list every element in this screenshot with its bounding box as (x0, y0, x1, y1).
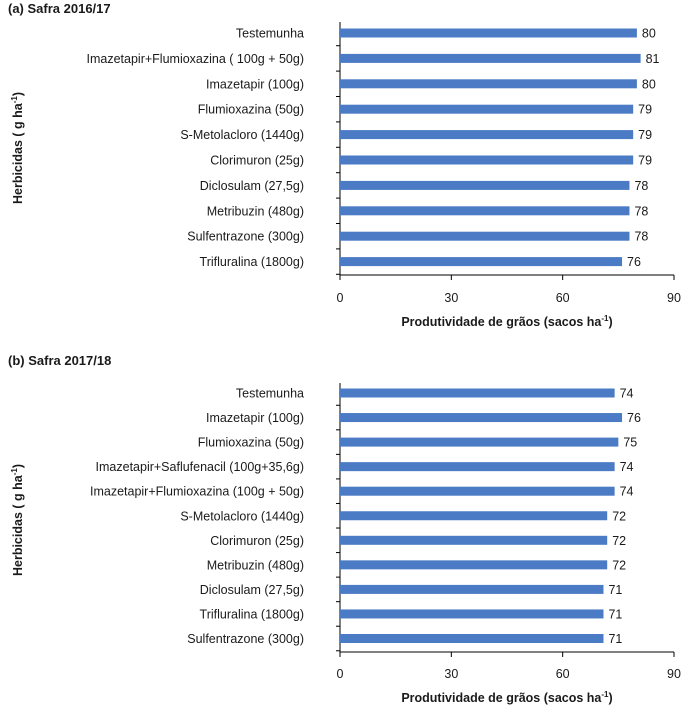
value-label: 74 (620, 387, 634, 401)
x-axis-title: Produtividade de grãos (sacos ha-1) (401, 690, 612, 705)
category-label: Testemunha (236, 387, 304, 401)
category-label: Flumioxazina (50g) (198, 103, 304, 117)
x-tick-label: 60 (556, 291, 570, 305)
bar (340, 388, 615, 398)
value-label: 79 (638, 154, 652, 168)
value-label: 71 (608, 632, 622, 646)
value-label: 78 (634, 204, 648, 218)
x-tick-label: 60 (556, 667, 570, 681)
x-tick-label: 90 (667, 291, 681, 305)
y-axis-title-main: Herbicidas ( g ha (11, 474, 25, 576)
bar (340, 413, 623, 423)
category-label: Imazetapir+Saflufenacil (100g+35,6g) (96, 460, 304, 474)
value-label: 75 (623, 436, 637, 450)
category-label: Sulfentrazone (300g) (187, 230, 304, 244)
x-axis-title-main: Produtividade de grãos (sacos ha (401, 691, 602, 705)
bar (340, 437, 619, 447)
x-tick-label: 90 (667, 667, 681, 681)
y-axis-title-sup: -1 (10, 96, 19, 104)
category-label: S-Metolacloro (1440g) (180, 509, 304, 523)
category-label: Imazetapir (100g) (206, 77, 304, 91)
panel-title: (b) Safra 2017/18 (8, 353, 111, 368)
bar (340, 130, 634, 140)
value-label: 81 (646, 52, 660, 66)
category-label: Sulfentrazone (300g) (187, 632, 304, 646)
value-label: 72 (612, 534, 626, 548)
category-label: Testemunha (236, 27, 304, 41)
value-label: 79 (638, 103, 652, 117)
bar (340, 535, 608, 545)
value-label: 74 (620, 460, 634, 474)
bar (340, 79, 637, 89)
x-axis-title-sup: -1 (601, 314, 609, 323)
value-label: 78 (634, 179, 648, 193)
category-label: Metribuzin (480g) (207, 204, 304, 218)
x-axis-title-end: ) (609, 315, 613, 329)
bar (340, 609, 604, 619)
panel-b: (b) Safra 2017/18 0 30 60 90 Testemunha 74 Imaz… (8, 353, 681, 705)
x-tick-label: 30 (444, 291, 458, 305)
value-label: 76 (627, 255, 641, 269)
category-label: Imazetapir (100g) (206, 411, 304, 425)
category-label: Flumioxazina (50g) (198, 436, 304, 450)
category-label: Trifluralina (1800g) (200, 255, 304, 269)
value-label: 71 (608, 607, 622, 621)
category-label: Metribuzin (480g) (207, 558, 304, 572)
bar (340, 257, 623, 267)
bar (340, 206, 630, 216)
bar (340, 486, 615, 496)
panel-title: (a) Safra 2016/17 (8, 1, 111, 16)
x-tick-label: 0 (337, 291, 344, 305)
value-label: 80 (642, 77, 656, 91)
value-label: 78 (634, 230, 648, 244)
y-axis-title-sup: -1 (10, 468, 19, 476)
bar (340, 28, 637, 38)
category-label: Clorimuron (25g) (210, 154, 304, 168)
y-axis-title-end: ) (11, 464, 25, 468)
bar (340, 104, 634, 114)
bar (340, 634, 604, 643)
panel-a: (a) Safra 2016/17 0 30 60 90 Testemunha 80 Imaz… (8, 1, 681, 329)
x-tick-label: 0 (337, 667, 344, 681)
value-label: 72 (612, 558, 626, 572)
value-label: 74 (620, 485, 634, 499)
category-label: Trifluralina (1800g) (200, 607, 304, 621)
bar (340, 560, 608, 570)
y-axis-title-end: ) (11, 92, 25, 96)
x-axis-title-sup: -1 (601, 690, 609, 699)
bar (340, 180, 630, 190)
y-axis-title: Herbicidas ( g ha-1) (10, 464, 25, 576)
category-label: Diclosulam (27,5g) (200, 583, 304, 597)
value-label: 79 (638, 128, 652, 142)
category-label: S-Metolacloro (1440g) (180, 128, 304, 142)
y-axis-title: Herbicidas ( g ha-1) (10, 92, 25, 204)
bar (340, 584, 604, 594)
x-axis-title: Produtividade de grãos (sacos ha-1) (401, 314, 612, 329)
bar (340, 155, 634, 165)
value-label: 71 (608, 583, 622, 597)
category-label: Imazetapir+Flumioxazina ( 100g + 50g) (87, 52, 304, 66)
bar (340, 511, 608, 521)
value-label: 72 (612, 509, 626, 523)
x-tick-label: 30 (444, 667, 458, 681)
value-label: 80 (642, 27, 656, 41)
bar (340, 231, 630, 241)
bar (340, 53, 641, 63)
value-label: 76 (627, 411, 641, 425)
x-axis-title-main: Produtividade de grãos (sacos ha (401, 315, 602, 329)
category-label: Diclosulam (27,5g) (200, 179, 304, 193)
y-axis-title-main: Herbicidas ( g ha (11, 102, 25, 204)
x-axis-title-end: ) (609, 691, 613, 705)
bar (340, 462, 615, 472)
category-label: Imazetapir+Flumioxazina (100g + 50g) (90, 485, 304, 499)
category-label: Clorimuron (25g) (210, 534, 304, 548)
